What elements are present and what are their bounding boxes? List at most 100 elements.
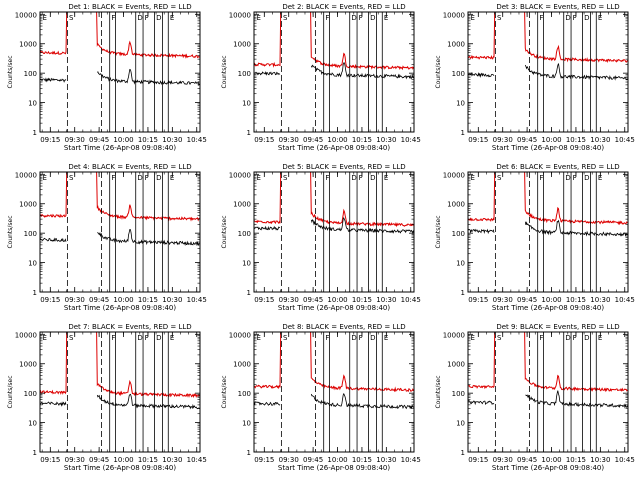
y-axis-title: Counts/sec [7, 55, 14, 88]
y-tick-label: 10 [242, 420, 251, 428]
x-tick-label: 10:30 [590, 296, 610, 304]
y-axis-title: Counts/sec [7, 215, 14, 248]
flag-letter: D [565, 14, 570, 22]
x-tick-label: 10:45 [187, 136, 207, 144]
x-tick-label: 09:45 [303, 296, 323, 304]
flag-letter: E [256, 174, 260, 182]
x-tick-label: 09:45 [89, 136, 109, 144]
x-tick-label: 09:30 [493, 456, 513, 464]
flag-letter: E [170, 14, 174, 22]
y-tick-label: 1 [461, 289, 465, 297]
x-tick-label: 09:15 [468, 456, 488, 464]
flag-letter: F [325, 334, 329, 342]
x-tick-label: 10:45 [615, 456, 635, 464]
x-axis-title: Start Time (26-Apr-08 09:08:40) [64, 464, 176, 472]
axes-frame [467, 11, 629, 133]
flag-letter: F [539, 334, 543, 342]
x-tick-label: 10:30 [162, 136, 182, 144]
x-tick-label: 09:15 [468, 296, 488, 304]
flag-letter: F [145, 334, 149, 342]
flag-letter: S [497, 14, 502, 22]
flag-letter: F [573, 334, 577, 342]
x-tick-label: 10:15 [566, 296, 586, 304]
y-tick-label: 10000 [229, 11, 251, 19]
axes-frame [253, 331, 415, 453]
x-tick-label: 09:30 [279, 296, 299, 304]
flag-letter: F [359, 334, 363, 342]
x-tick-label: 09:45 [303, 456, 323, 464]
series-events-line [254, 216, 414, 235]
x-tick-label: 09:15 [40, 296, 60, 304]
y-axis-title: Counts/sec [221, 375, 228, 408]
y-tick-label: 10 [456, 260, 465, 268]
flag-letter: S [283, 334, 288, 342]
series-events-line [40, 393, 200, 410]
plot-area [468, 12, 628, 81]
series-events-line [40, 228, 200, 247]
x-tick-label: 09:30 [65, 296, 85, 304]
flag-letter: S [497, 174, 502, 182]
flag-letter: E [256, 14, 260, 22]
y-tick-label: 10 [456, 420, 465, 428]
x-tick-label: 09:30 [65, 456, 85, 464]
y-tick-label: 10000 [15, 171, 37, 179]
flag-letter: E [470, 334, 474, 342]
x-axis-title: Start Time (26-Apr-08 09:08:40) [492, 144, 604, 152]
x-tick-label: 10:00 [113, 296, 133, 304]
y-tick-label: 1 [461, 129, 465, 137]
y-tick-label: 10 [456, 100, 465, 108]
x-tick-label: 10:00 [327, 296, 347, 304]
x-tick-label: 10:30 [376, 136, 396, 144]
x-tick-label: 10:00 [541, 456, 561, 464]
x-axis-title: Start Time (26-Apr-08 09:08:40) [492, 464, 604, 472]
panel-title: Det 2: BLACK = Events, RED = LLD [282, 3, 405, 11]
plot-area [254, 332, 414, 410]
panel-title: Det 4: BLACK = Events, RED = LLD [68, 163, 191, 171]
flag-letter: E [384, 14, 388, 22]
flag-letter: D [370, 174, 375, 182]
flag-letter: E [256, 334, 260, 342]
x-tick-label: 09:30 [493, 296, 513, 304]
flag-letter: D [351, 334, 356, 342]
flag-letter: F [325, 174, 329, 182]
y-tick-label: 1000 [19, 41, 37, 49]
flag-letter: F [111, 174, 115, 182]
y-axis-title: Counts/sec [435, 375, 442, 408]
flag-letter: E [42, 14, 46, 22]
y-tick-label: 100 [238, 230, 251, 238]
x-tick-label: 09:30 [493, 136, 513, 144]
flag-letter: D [137, 334, 142, 342]
flag-letter: D [370, 14, 375, 22]
y-tick-label: 1 [33, 449, 37, 457]
y-tick-label: 10000 [229, 331, 251, 339]
series-lld-line [468, 172, 628, 226]
y-axis-title: Counts/sec [435, 215, 442, 248]
y-tick-label: 10000 [443, 331, 465, 339]
flag-letter: F [539, 174, 543, 182]
x-tick-label: 10:30 [162, 296, 182, 304]
x-tick-label: 10:00 [113, 136, 133, 144]
flag-letter: D [137, 174, 142, 182]
flag-letter: F [359, 174, 363, 182]
flag-letter: E [42, 334, 46, 342]
x-tick-label: 09:45 [517, 456, 537, 464]
x-tick-label: 10:45 [187, 296, 207, 304]
axes-frame [467, 331, 629, 453]
y-tick-label: 100 [24, 230, 37, 238]
panel-title: Det 7: BLACK = Events, RED = LLD [68, 323, 191, 331]
flag-letter: F [145, 14, 149, 22]
flag-letter: S [283, 174, 288, 182]
series-lld-line [254, 172, 414, 228]
panel-title: Det 9: BLACK = Events, RED = LLD [496, 323, 619, 331]
flag-letter: D [584, 174, 589, 182]
y-tick-label: 1 [247, 449, 251, 457]
plot-area [40, 172, 200, 247]
y-tick-label: 100 [24, 70, 37, 78]
series-lld-line [468, 332, 628, 393]
y-axis-title: Counts/sec [221, 215, 228, 248]
x-tick-label: 09:45 [517, 136, 537, 144]
y-tick-label: 1000 [233, 41, 251, 49]
